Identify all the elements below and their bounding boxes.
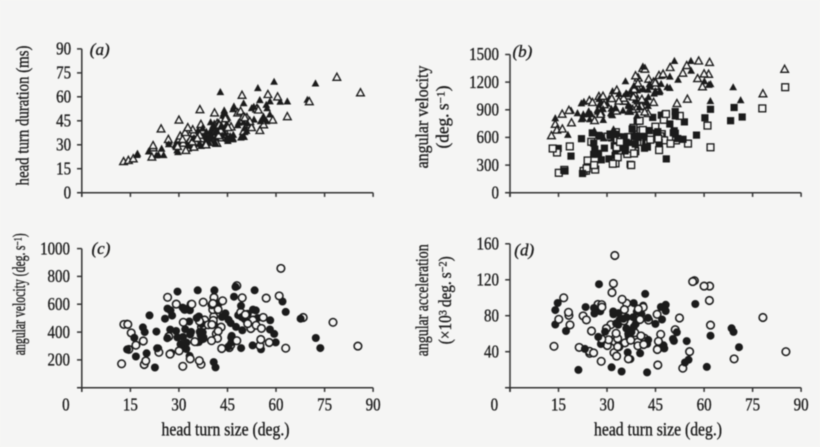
svg-text:75: 75	[56, 62, 71, 82]
svg-text:90: 90	[56, 38, 71, 58]
svg-text:0: 0	[492, 182, 499, 202]
svg-text:15: 15	[56, 158, 71, 178]
svg-text:45: 45	[648, 394, 663, 414]
svg-text:400: 400	[48, 322, 70, 342]
svg-text:1200: 1200	[469, 72, 499, 92]
svg-text:45: 45	[56, 110, 71, 130]
svg-text:(b): (b)	[513, 42, 533, 61]
svg-text:angular velocity: angular velocity	[412, 65, 432, 168]
svg-text:30: 30	[600, 394, 615, 414]
svg-text:head turn size (deg.): head turn size (deg.)	[594, 419, 722, 439]
svg-text:head turn size (deg.): head turn size (deg.)	[162, 419, 290, 439]
svg-text:90: 90	[366, 394, 381, 414]
svg-text:angular acceleration: angular acceleration	[413, 244, 432, 356]
svg-text:60: 60	[697, 394, 712, 414]
svg-text:15: 15	[551, 394, 566, 414]
svg-text:90: 90	[794, 394, 809, 414]
svg-text:75: 75	[745, 394, 760, 414]
svg-text:600: 600	[48, 294, 70, 314]
svg-text:900: 900	[477, 99, 499, 119]
svg-text:1500: 1500	[469, 44, 499, 64]
svg-text:60: 60	[56, 86, 71, 106]
svg-text:800: 800	[48, 266, 70, 286]
svg-text:0: 0	[62, 394, 69, 414]
svg-text:head turn duration (ms): head turn duration (ms)	[12, 46, 33, 186]
svg-text:angular velocity (deg. s−1): angular velocity (deg. s−1)	[10, 233, 30, 355]
svg-text:200: 200	[48, 349, 70, 369]
svg-text:(×103 deg. s−2): (×103 deg. s−2)	[435, 256, 455, 344]
svg-text:80: 80	[484, 305, 499, 325]
svg-text:0: 0	[491, 394, 498, 414]
svg-text:30: 30	[171, 394, 186, 414]
svg-text:(d): (d)	[514, 241, 534, 260]
svg-text:600: 600	[477, 127, 499, 147]
svg-text:300: 300	[477, 155, 499, 175]
svg-text:60: 60	[269, 394, 284, 414]
svg-text:(c): (c)	[92, 239, 111, 258]
svg-text:(a): (a)	[90, 40, 110, 59]
svg-text:40: 40	[484, 341, 499, 361]
svg-text:160: 160	[477, 233, 499, 253]
svg-text:15: 15	[123, 394, 138, 414]
svg-text:45: 45	[220, 394, 235, 414]
svg-text:120: 120	[477, 269, 499, 289]
svg-text:1000: 1000	[40, 238, 70, 258]
svg-text:75: 75	[317, 394, 332, 414]
svg-text:0: 0	[64, 182, 71, 202]
svg-text:30: 30	[56, 134, 71, 154]
